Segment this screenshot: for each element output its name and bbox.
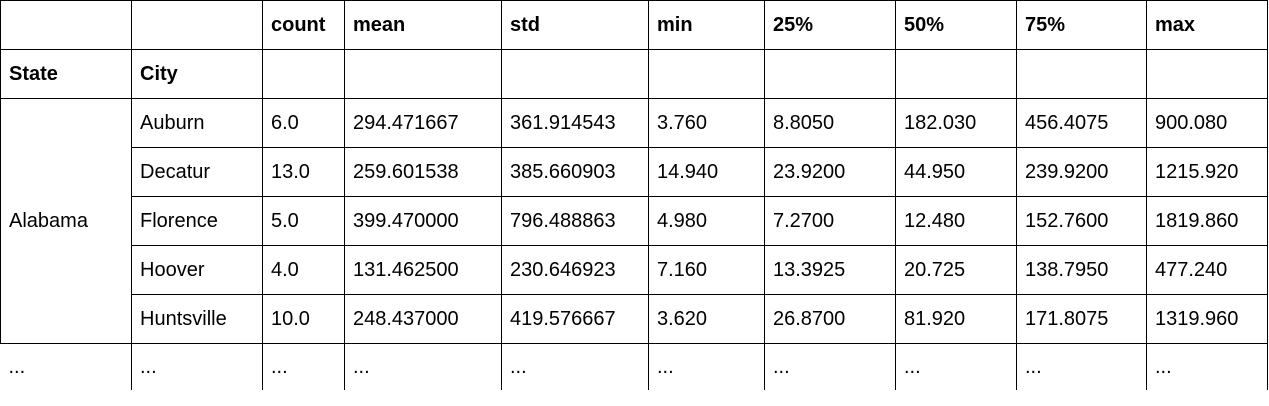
value-cell: 12.480 [895,196,1017,246]
value-cell: 10.0 [262,294,345,344]
table-row: Hoover 4.0 131.462500 230.646923 7.160 1… [1,245,1268,295]
value-cell: 796.488863 [501,196,649,246]
ellipsis-row: ... ... ... ... ... ... ... ... ... ... [0,343,1268,390]
column-header: 75% [1016,0,1147,50]
value-cell: 5.0 [262,196,345,246]
value-cell: 456.4075 [1016,98,1147,148]
value-cell: 361.914543 [501,98,649,148]
ellipsis-cell: ... [262,343,345,390]
ellipsis-cell: ... [501,343,649,390]
value-cell: 3.760 [648,98,765,148]
ellipsis-cell: ... [1146,343,1268,390]
ellipsis-cell: ... [344,343,502,390]
empty-cell [501,49,649,99]
value-cell: 138.7950 [1016,245,1147,295]
column-header: min [648,0,765,50]
value-cell: 44.950 [895,147,1017,197]
city-cell: Florence [131,196,263,246]
table-row: Alabama Auburn 6.0 294.471667 361.914543… [0,98,1268,344]
column-header: 50% [895,0,1017,50]
empty-cell [1146,49,1268,99]
value-cell: 20.725 [895,245,1017,295]
value-cell: 182.030 [895,98,1017,148]
index-names-row: State City [0,49,1268,99]
value-cell: 26.8700 [764,294,896,344]
value-cell: 294.471667 [344,98,502,148]
column-header: 25% [764,0,896,50]
value-cell: 1319.960 [1146,294,1268,344]
ellipsis-cell: ... [131,343,263,390]
value-cell: 230.646923 [501,245,649,295]
state-cell: Alabama [0,98,132,344]
ellipsis-cell: ... [764,343,896,390]
ellipsis-cell: ... [1016,343,1147,390]
value-cell: 248.437000 [344,294,502,344]
ellipsis-cell: ... [0,343,132,390]
city-cell: Hoover [131,245,263,295]
value-cell: 13.3925 [764,245,896,295]
value-cell: 81.920 [895,294,1017,344]
value-cell: 239.9200 [1016,147,1147,197]
value-cell: 4.980 [648,196,765,246]
column-header: count [262,0,345,50]
value-cell: 3.620 [648,294,765,344]
value-cell: 1819.860 [1146,196,1268,246]
table-row: Decatur 13.0 259.601538 385.660903 14.94… [1,147,1268,197]
ellipsis-cell: ... [895,343,1017,390]
value-cell: 152.7600 [1016,196,1147,246]
value-cell: 900.080 [1146,98,1268,148]
value-cell: 14.940 [648,147,765,197]
table-row: Florence 5.0 399.470000 796.488863 4.980… [1,196,1268,246]
value-cell: 4.0 [262,245,345,295]
column-header: max [1146,0,1268,50]
index-name-state: State [0,49,132,99]
empty-cell [262,49,345,99]
value-cell: 477.240 [1146,245,1268,295]
empty-header-cell [131,0,263,50]
index-name-city: City [131,49,263,99]
value-cell: 419.576667 [501,294,649,344]
value-cell: 8.8050 [764,98,896,148]
empty-cell [764,49,896,99]
empty-header-cell [0,0,132,50]
empty-cell [344,49,502,99]
column-header-row: count mean std min 25% 50% 75% max [0,0,1268,50]
value-cell: 23.9200 [764,147,896,197]
city-cell: Decatur [131,147,263,197]
value-cell: 6.0 [262,98,345,148]
value-cell: 385.660903 [501,147,649,197]
value-cell: 131.462500 [344,245,502,295]
city-cell: Auburn [131,98,263,148]
value-cell: 259.601538 [344,147,502,197]
column-header: std [501,0,649,50]
ellipsis-cell: ... [648,343,765,390]
value-cell: 171.8075 [1016,294,1147,344]
value-cell: 399.470000 [344,196,502,246]
city-cell: Huntsville [131,294,263,344]
describe-table: count mean std min 25% 50% 75% max State… [0,0,1268,390]
value-cell: 7.2700 [764,196,896,246]
table-row: Huntsville 10.0 248.437000 419.576667 3.… [1,294,1268,344]
value-cell: 1215.920 [1146,147,1268,197]
empty-cell [648,49,765,99]
column-header: mean [344,0,502,50]
empty-cell [895,49,1017,99]
empty-cell [1016,49,1147,99]
value-cell: 7.160 [648,245,765,295]
value-cell: 13.0 [262,147,345,197]
